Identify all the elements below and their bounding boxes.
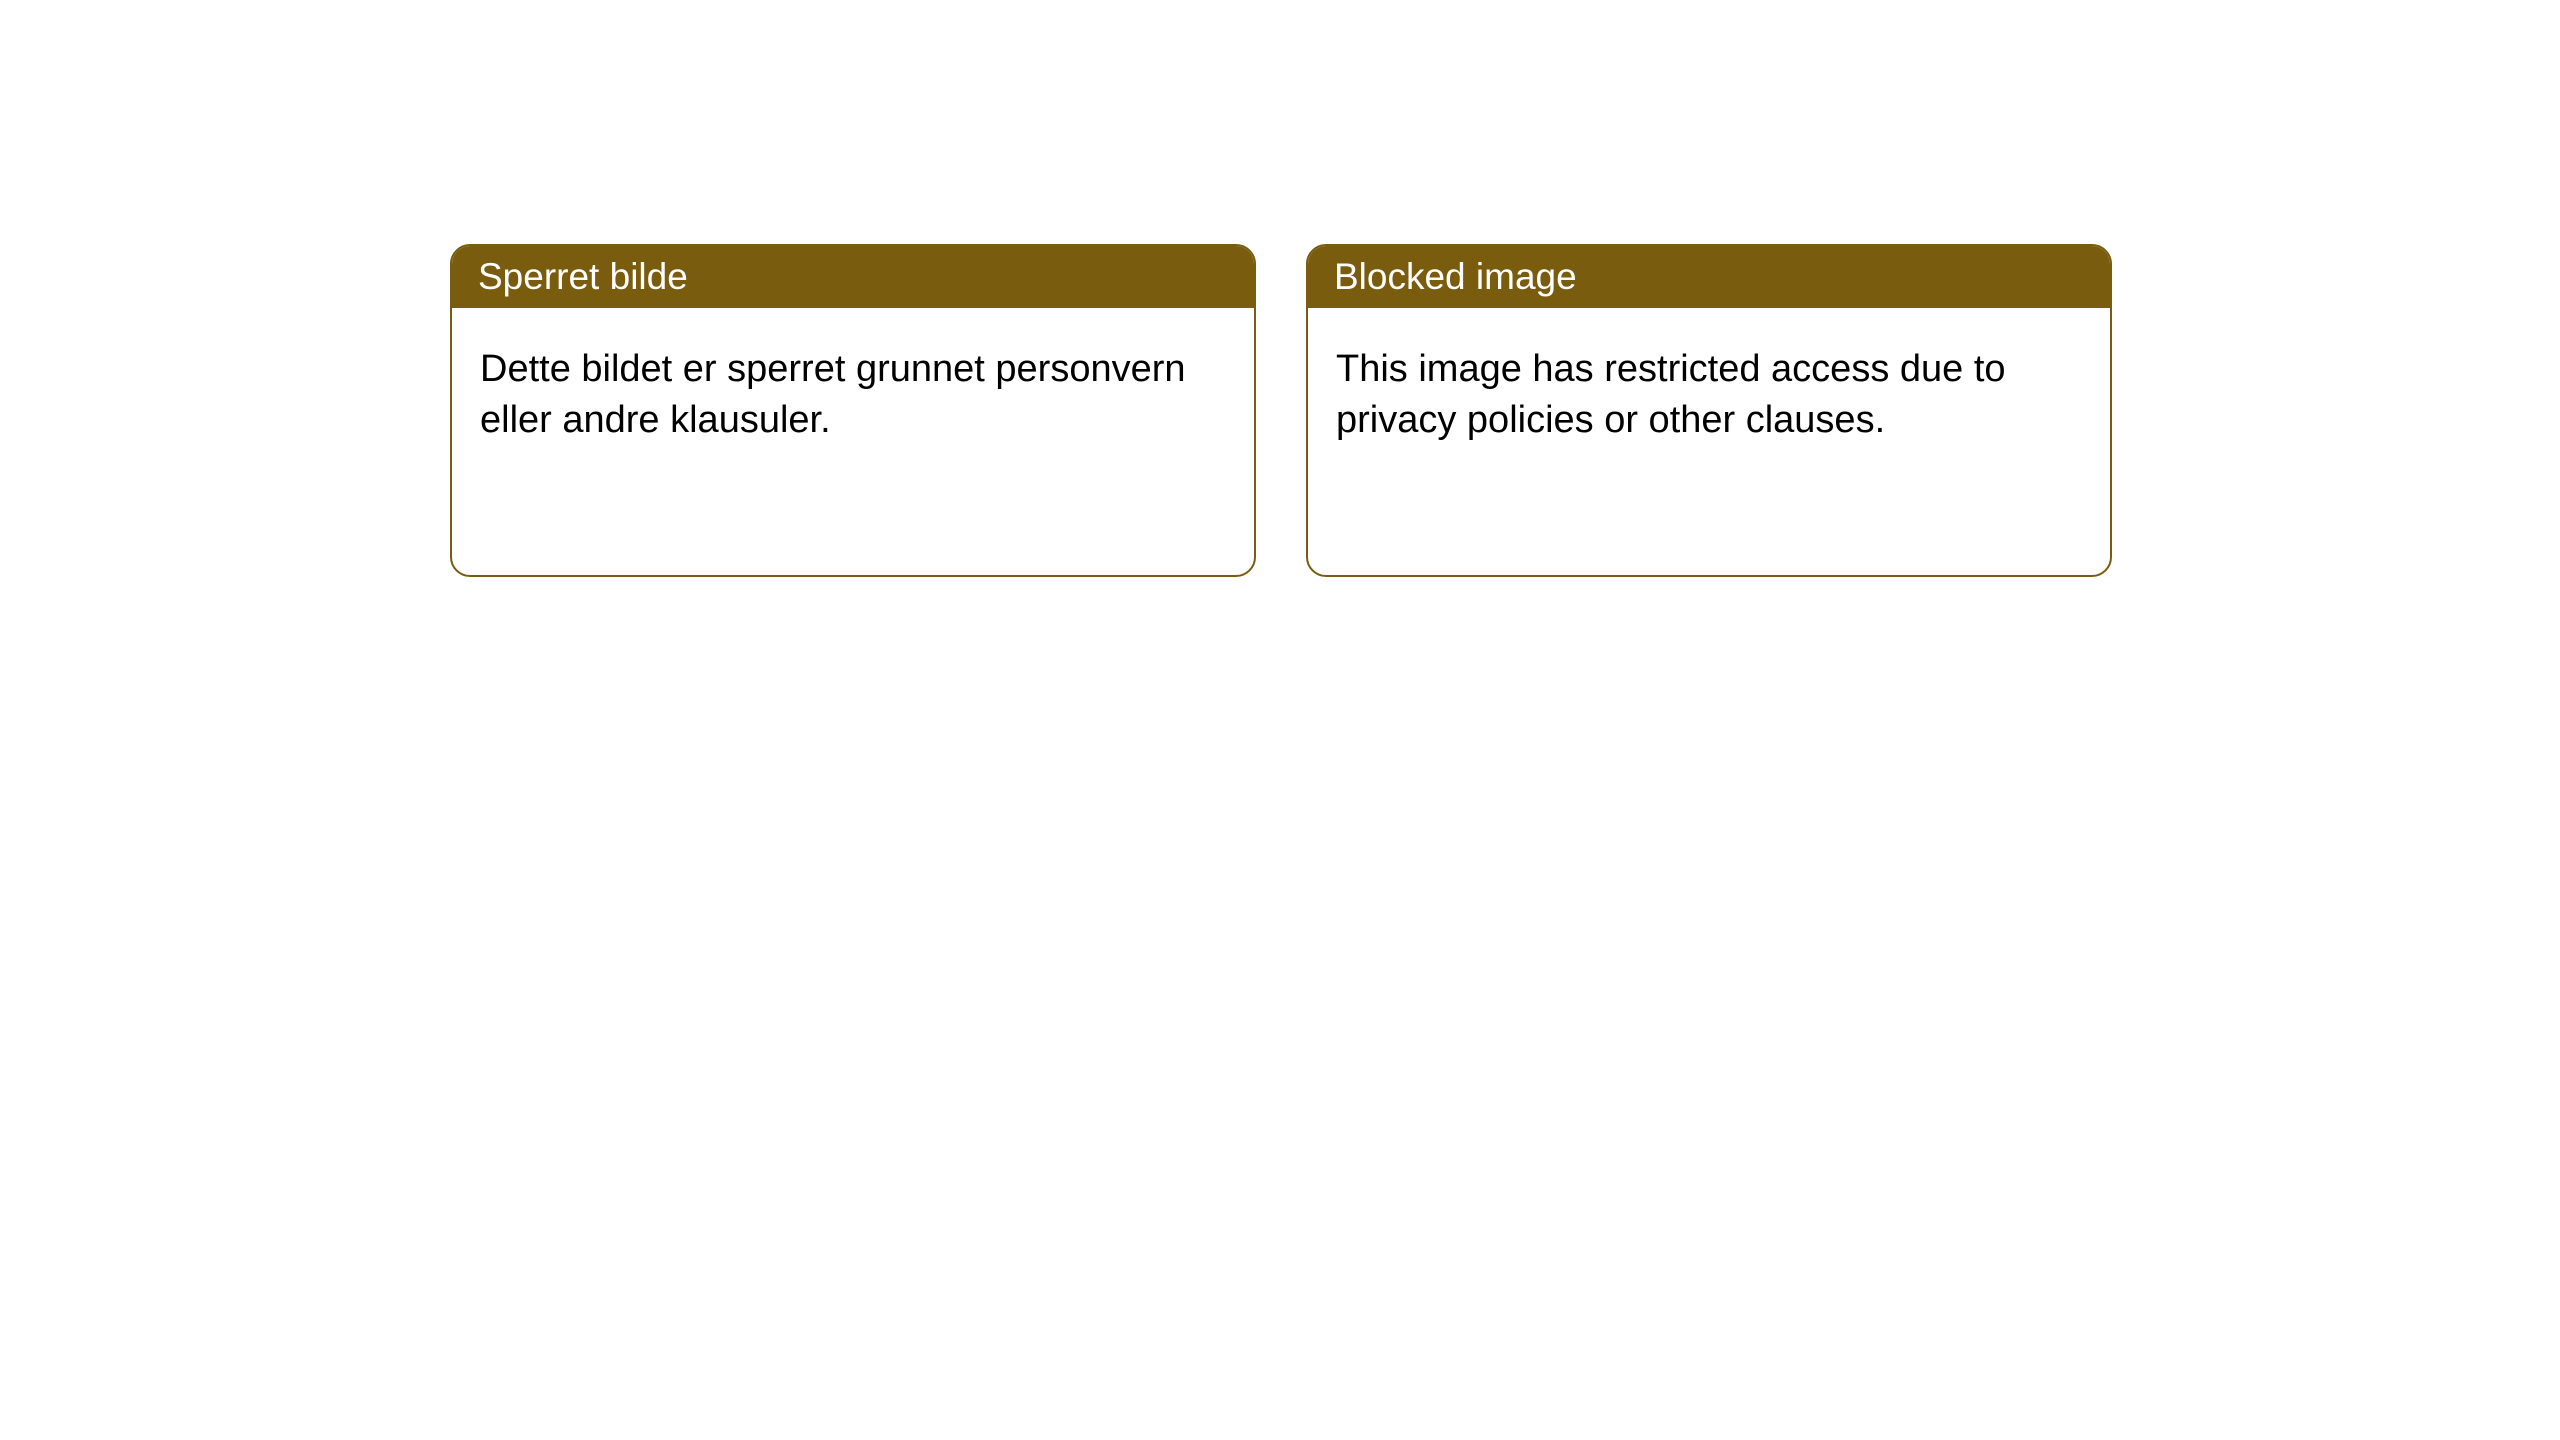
notice-container: Sperret bilde Dette bildet er sperret gr… — [0, 0, 2560, 577]
blocked-image-card-no: Sperret bilde Dette bildet er sperret gr… — [450, 244, 1256, 577]
card-header-no: Sperret bilde — [452, 246, 1254, 308]
card-header-en: Blocked image — [1308, 246, 2110, 308]
card-body-no: Dette bildet er sperret grunnet personve… — [452, 308, 1254, 483]
blocked-image-card-en: Blocked image This image has restricted … — [1306, 244, 2112, 577]
card-body-en: This image has restricted access due to … — [1308, 308, 2110, 483]
